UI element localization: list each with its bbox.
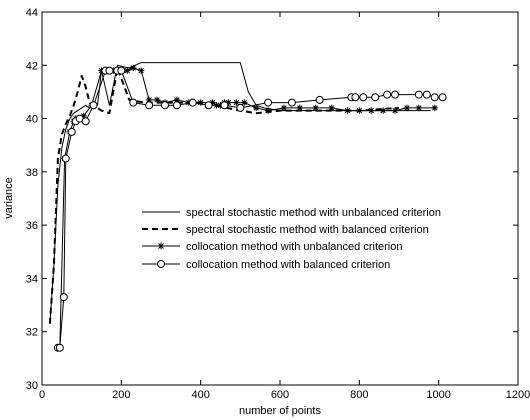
series-line (48, 67, 400, 324)
circle-marker (172, 101, 181, 110)
star-marker (368, 107, 375, 114)
y-axis-label: variance (3, 177, 15, 219)
x-tick-label: 1200 (506, 389, 530, 401)
x-axis-label: number of points (239, 405, 321, 417)
star-marker (296, 104, 304, 112)
legend-label: collocation method with unbalanced crite… (186, 241, 402, 253)
x-tick-label: 400 (191, 389, 209, 401)
star-marker (253, 104, 260, 112)
x-tick-label: 1000 (426, 389, 450, 401)
star-marker (403, 104, 411, 112)
circle-marker (105, 66, 114, 75)
circle-marker (157, 260, 165, 268)
star-marker (130, 64, 137, 72)
circle-marker (383, 90, 392, 99)
x-tick-label: 600 (271, 389, 289, 401)
star-marker (356, 107, 363, 114)
circle-marker (145, 101, 154, 110)
legend-entry: collocation method with unbalanced crite… (142, 241, 402, 253)
x-tick-label: 800 (350, 389, 368, 401)
star-marker (431, 104, 438, 112)
y-tick-label: 34 (26, 273, 38, 285)
circle-marker (430, 93, 439, 102)
star-marker (233, 99, 240, 106)
legend-label: spectral stochastic method with unbalanc… (186, 207, 441, 219)
y-tick-label: 42 (26, 60, 38, 72)
star-marker (312, 104, 319, 112)
star-marker (415, 104, 423, 112)
circle-marker (61, 154, 70, 163)
circle-marker (67, 127, 76, 136)
circle-marker (351, 93, 360, 102)
y-tick-label: 36 (26, 220, 38, 232)
y-tick-label: 38 (26, 167, 38, 179)
star-marker (241, 99, 248, 106)
circle-marker (117, 66, 126, 75)
circle-marker (59, 293, 68, 302)
x-tick-label: 0 (39, 389, 45, 401)
star-marker (379, 107, 387, 114)
circle-marker (315, 95, 324, 104)
star-marker (280, 104, 288, 112)
axis-ticks: 0 200 400 600 800 1000 1200 30 32 34 36 38 40 42 44 (26, 7, 530, 401)
star-marker (391, 107, 399, 114)
circle-marker (264, 98, 273, 107)
star-marker (328, 104, 335, 112)
star-marker (153, 96, 161, 104)
circle-marker (438, 93, 447, 102)
circle-marker (287, 98, 296, 107)
series-layer (48, 62, 447, 352)
circle-marker (55, 343, 64, 352)
legend-entry: spectral stochastic method with unbalanc… (142, 207, 441, 219)
circle-marker (89, 101, 98, 110)
star-marker (157, 242, 165, 250)
legend-label: spectral stochastic method with balanced… (186, 224, 429, 236)
star-marker (264, 107, 272, 114)
circle-marker (129, 98, 138, 107)
circle-marker (371, 93, 380, 102)
x-tick-label: 200 (112, 389, 130, 401)
y-tick-label: 32 (26, 327, 38, 339)
star-marker (137, 67, 145, 74)
circle-marker (359, 93, 368, 102)
legend-entry: spectral stochastic method with balanced… (142, 224, 429, 236)
legend-entry: collocation method with balanced criteri… (142, 259, 390, 271)
star-marker (157, 242, 165, 250)
legend-label: collocation method with balanced criteri… (186, 259, 390, 271)
circle-marker (81, 117, 90, 126)
series-1 (49, 62, 431, 324)
circle-marker (204, 101, 213, 110)
circle-marker (220, 101, 229, 110)
circle-marker (236, 103, 245, 112)
legend: spectral stochastic method with unbalanc… (140, 202, 498, 278)
circle-marker (188, 98, 197, 107)
circle-marker (160, 101, 169, 110)
y-tick-label: 44 (26, 7, 38, 19)
y-tick-label: 30 (26, 380, 38, 392)
y-tick-label: 40 (26, 114, 38, 126)
circle-marker (414, 90, 423, 99)
series-2 (48, 67, 400, 324)
circle-marker (391, 90, 400, 99)
star-marker (344, 107, 351, 114)
circle-marker (422, 90, 431, 99)
legend-box (140, 202, 498, 278)
series-line (49, 62, 431, 324)
series-4 (53, 66, 447, 352)
